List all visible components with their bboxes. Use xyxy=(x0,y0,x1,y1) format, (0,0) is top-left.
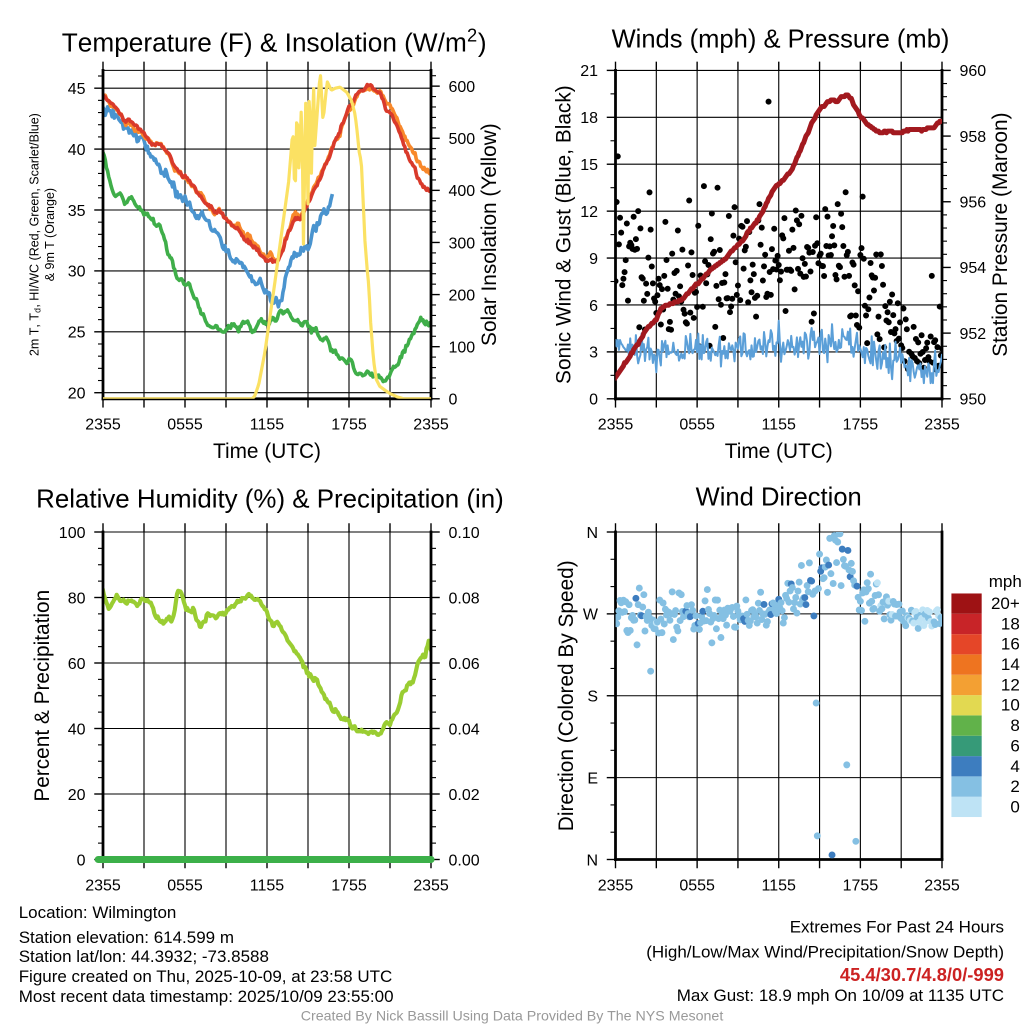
svg-text:2355: 2355 xyxy=(85,877,121,894)
svg-text:6: 6 xyxy=(589,298,598,315)
svg-text:S: S xyxy=(587,689,598,706)
svg-text:1155: 1155 xyxy=(762,417,797,434)
svg-text:18: 18 xyxy=(1001,614,1020,633)
svg-text:2355: 2355 xyxy=(85,417,121,434)
svg-text:Created By Nick Bassill Using: Created By Nick Bassill Using Data Provi… xyxy=(301,1008,724,1024)
svg-text:Wind Direction: Wind Direction xyxy=(696,484,862,512)
svg-text:10: 10 xyxy=(1001,696,1020,715)
svg-text:8: 8 xyxy=(1010,716,1019,735)
svg-text:100: 100 xyxy=(59,525,86,542)
svg-text:Percent & Precipitation: Percent & Precipitation xyxy=(31,590,54,802)
svg-text:0.04: 0.04 xyxy=(449,721,480,738)
svg-text:1755: 1755 xyxy=(331,877,367,894)
svg-text:Max Gust: 18.9 mph On 10/09 at: Max Gust: 18.9 mph On 10/09 at 1135 UTC xyxy=(677,986,1004,1005)
svg-text:0.00: 0.00 xyxy=(449,852,480,869)
svg-text:1155: 1155 xyxy=(250,417,285,434)
svg-text:958: 958 xyxy=(960,129,987,146)
svg-text:300: 300 xyxy=(449,235,476,252)
svg-text:4: 4 xyxy=(1010,757,1019,776)
svg-text:500: 500 xyxy=(449,131,476,148)
svg-text:0.10: 0.10 xyxy=(449,525,480,542)
svg-text:952: 952 xyxy=(960,326,987,343)
svg-text:Location: Wilmington: Location: Wilmington xyxy=(19,903,177,922)
svg-text:2355: 2355 xyxy=(924,417,960,434)
svg-text:0.08: 0.08 xyxy=(449,590,480,607)
svg-text:0: 0 xyxy=(1010,797,1019,816)
svg-text:1755: 1755 xyxy=(843,417,879,434)
svg-text:0: 0 xyxy=(77,852,86,869)
svg-text:0555: 0555 xyxy=(679,877,715,894)
svg-text:2: 2 xyxy=(1010,777,1019,796)
svg-text:950: 950 xyxy=(960,392,987,409)
svg-text:Figure created on Thu, 2025-10: Figure created on Thu, 2025-10-09, at 23… xyxy=(19,967,393,986)
svg-text:Sonic Wind & Gust (Blue, Black: Sonic Wind & Gust (Blue, Black) xyxy=(552,85,575,384)
svg-text:6: 6 xyxy=(1010,736,1019,755)
svg-text:954: 954 xyxy=(960,260,987,277)
svg-text:16: 16 xyxy=(1001,635,1020,654)
svg-text:0: 0 xyxy=(589,392,598,409)
svg-text:3: 3 xyxy=(589,345,598,362)
svg-text:20+: 20+ xyxy=(991,594,1020,613)
svg-text:0555: 0555 xyxy=(679,417,715,434)
svg-text:Station Pressure (Maroon): Station Pressure (Maroon) xyxy=(989,112,1012,356)
svg-text:40: 40 xyxy=(68,721,86,738)
svg-text:2355: 2355 xyxy=(413,877,449,894)
svg-text:600: 600 xyxy=(449,79,476,96)
svg-text:2355: 2355 xyxy=(598,877,634,894)
svg-text:Winds (mph) & Pressure (mb): Winds (mph) & Pressure (mb) xyxy=(612,26,950,54)
svg-text:& 9m T (Orange): & 9m T (Orange) xyxy=(43,188,57,281)
svg-text:2 m T: 2 m T , T , H I / W C ( R e d , G r xyxy=(18,107,43,356)
svg-text:956: 956 xyxy=(960,195,987,212)
svg-text:0: 0 xyxy=(449,392,458,409)
svg-text:35: 35 xyxy=(68,203,86,220)
svg-text:2355: 2355 xyxy=(598,417,634,434)
svg-text:N: N xyxy=(586,852,598,869)
svg-text:W: W xyxy=(583,607,599,624)
svg-text:100: 100 xyxy=(449,339,476,356)
svg-text:T e m p e: T e m p e r a t u r e ( F ) & I n s o l … xyxy=(62,25,493,58)
svg-text:2355: 2355 xyxy=(924,877,960,894)
svg-text:N: N xyxy=(586,525,598,542)
svg-text:45: 45 xyxy=(68,81,86,98)
svg-text:20: 20 xyxy=(68,787,86,804)
svg-text:Time (UTC): Time (UTC) xyxy=(725,440,833,463)
svg-text:12: 12 xyxy=(1001,675,1020,694)
svg-text:Extremes For Past 24 Hours: Extremes For Past 24 Hours xyxy=(790,917,1004,936)
svg-text:14: 14 xyxy=(1001,655,1020,674)
svg-text:Most recent data timestamp: 20: Most recent data timestamp: 2025/10/09 2… xyxy=(19,987,394,1006)
svg-text:(High/Low/Max Wind/Precipitati: (High/Low/Max Wind/Precipitation/Snow De… xyxy=(646,943,1004,962)
svg-text:9: 9 xyxy=(589,251,598,268)
svg-text:40: 40 xyxy=(68,142,86,159)
svg-text:960: 960 xyxy=(960,63,987,80)
svg-text:Station elevation: 614.599 m: Station elevation: 614.599 m xyxy=(19,928,234,947)
svg-text:18: 18 xyxy=(580,110,598,127)
svg-text:0.02: 0.02 xyxy=(449,787,480,804)
svg-text:21: 21 xyxy=(580,63,598,80)
svg-text:15: 15 xyxy=(580,157,598,174)
svg-text:Time (UTC): Time (UTC) xyxy=(213,440,321,463)
svg-text:25: 25 xyxy=(68,325,86,342)
svg-text:Station lat/lon: 44.3932; -73.: Station lat/lon: 44.3932; -73.8588 xyxy=(19,947,269,966)
svg-text:0.06: 0.06 xyxy=(449,656,480,673)
svg-text:2355: 2355 xyxy=(413,417,449,434)
svg-text:0555: 0555 xyxy=(167,877,203,894)
svg-text:Relative Humidity (%) & Precip: Relative Humidity (%) & Precipitation (i… xyxy=(36,485,504,513)
svg-text:80: 80 xyxy=(68,590,86,607)
svg-text:200: 200 xyxy=(449,287,476,304)
svg-text:20: 20 xyxy=(68,386,86,403)
svg-text:30: 30 xyxy=(68,264,86,281)
svg-text:1755: 1755 xyxy=(331,417,367,434)
svg-text:mph: mph xyxy=(989,572,1022,591)
svg-text:E: E xyxy=(587,770,598,787)
svg-text:Solar Insolation (Yellow): Solar Insolation (Yellow) xyxy=(478,123,501,346)
svg-text:60: 60 xyxy=(68,656,86,673)
svg-text:1155: 1155 xyxy=(250,877,285,894)
svg-text:1755: 1755 xyxy=(843,877,879,894)
svg-text:Direction (Colored By Speed): Direction (Colored By Speed) xyxy=(555,560,578,831)
svg-text:1155: 1155 xyxy=(762,877,797,894)
svg-text:12: 12 xyxy=(580,204,598,221)
svg-text:45.4/30.7/4.8/0/-999: 45.4/30.7/4.8/0/-999 xyxy=(840,964,1004,985)
svg-text:400: 400 xyxy=(449,183,476,200)
svg-text:0555: 0555 xyxy=(167,417,203,434)
